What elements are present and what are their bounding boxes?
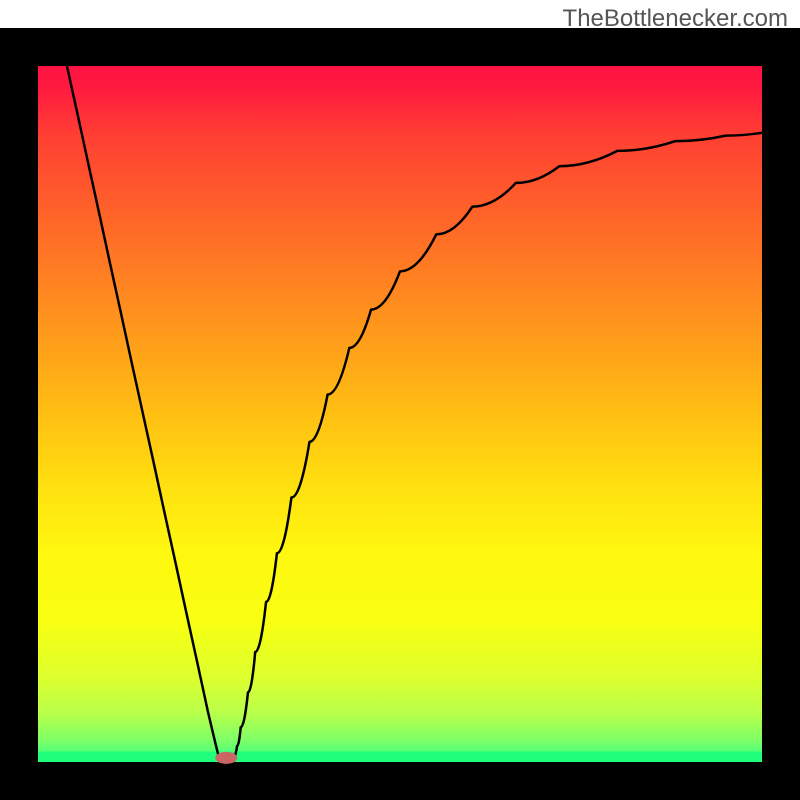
bottom-green-bar xyxy=(38,752,762,762)
frame-bottom xyxy=(0,762,800,800)
frame-right xyxy=(762,28,800,800)
optimal-point-marker xyxy=(215,752,237,764)
plot-area xyxy=(38,66,762,762)
curve-left-segment xyxy=(67,66,219,758)
canvas-root: TheBottlenecker.com xyxy=(0,0,800,800)
frame-left xyxy=(0,28,38,800)
curve-layer xyxy=(38,66,762,762)
curve-right-segment xyxy=(233,133,762,758)
frame-top xyxy=(0,28,800,66)
